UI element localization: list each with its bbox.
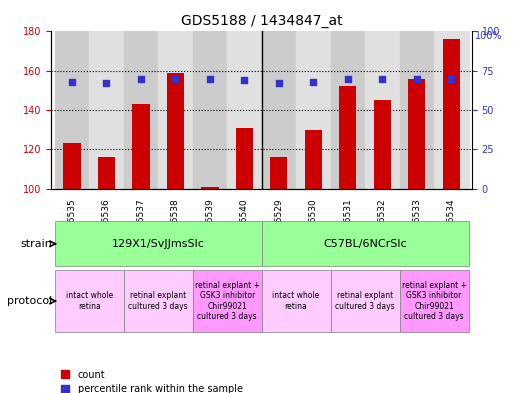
Bar <box>365 31 400 189</box>
Point <box>103 80 111 86</box>
FancyBboxPatch shape <box>55 221 262 266</box>
Text: C57BL/6NCrSlc: C57BL/6NCrSlc <box>323 239 407 249</box>
Bar <box>158 31 193 189</box>
Legend: count, percentile rank within the sample: count, percentile rank within the sample <box>56 366 246 393</box>
FancyBboxPatch shape <box>330 270 400 332</box>
Text: intact whole
retina: intact whole retina <box>66 291 113 311</box>
Point <box>378 75 386 82</box>
FancyBboxPatch shape <box>193 270 262 332</box>
FancyBboxPatch shape <box>262 270 330 332</box>
Bar <box>373 100 391 189</box>
FancyBboxPatch shape <box>400 270 468 332</box>
Text: intact whole
retina: intact whole retina <box>272 291 320 311</box>
Point <box>68 79 76 85</box>
Point <box>447 75 456 82</box>
Point <box>171 75 180 82</box>
Bar <box>262 31 296 189</box>
Bar <box>434 31 468 189</box>
Bar <box>236 128 253 189</box>
Text: retinal explant
cultured 3 days: retinal explant cultured 3 days <box>336 291 395 311</box>
Bar <box>55 31 89 189</box>
Bar <box>124 31 158 189</box>
Text: strain: strain <box>20 239 52 249</box>
Text: retinal explant +
GSK3 inhibitor
Chir99021
cultured 3 days: retinal explant + GSK3 inhibitor Chir990… <box>402 281 466 321</box>
Point <box>240 77 248 83</box>
FancyBboxPatch shape <box>124 270 193 332</box>
Point <box>206 75 214 82</box>
Bar <box>201 187 219 189</box>
Text: retinal explant +
GSK3 inhibitor
Chir99021
cultured 3 days: retinal explant + GSK3 inhibitor Chir990… <box>194 281 260 321</box>
Text: protocol: protocol <box>7 296 52 306</box>
Bar <box>400 31 434 189</box>
Bar <box>89 31 124 189</box>
Point <box>412 75 421 82</box>
Bar <box>330 31 365 189</box>
Text: retinal explant
cultured 3 days: retinal explant cultured 3 days <box>128 291 188 311</box>
Bar <box>270 157 287 189</box>
Bar <box>305 130 322 189</box>
Point <box>275 80 283 86</box>
Point <box>344 75 352 82</box>
Bar <box>132 104 150 189</box>
Point <box>309 79 318 85</box>
Title: GDS5188 / 1434847_at: GDS5188 / 1434847_at <box>181 14 343 28</box>
FancyBboxPatch shape <box>262 221 468 266</box>
Bar <box>408 79 425 189</box>
Text: 129X1/SvJJmsSlc: 129X1/SvJJmsSlc <box>112 239 205 249</box>
Bar <box>296 31 330 189</box>
Text: 100%: 100% <box>475 31 502 41</box>
Bar <box>193 31 227 189</box>
Bar <box>227 31 262 189</box>
Bar <box>64 143 81 189</box>
Bar <box>167 73 184 189</box>
Bar <box>443 39 460 189</box>
Bar <box>98 157 115 189</box>
Bar <box>339 86 357 189</box>
Point <box>137 75 145 82</box>
FancyBboxPatch shape <box>55 270 124 332</box>
